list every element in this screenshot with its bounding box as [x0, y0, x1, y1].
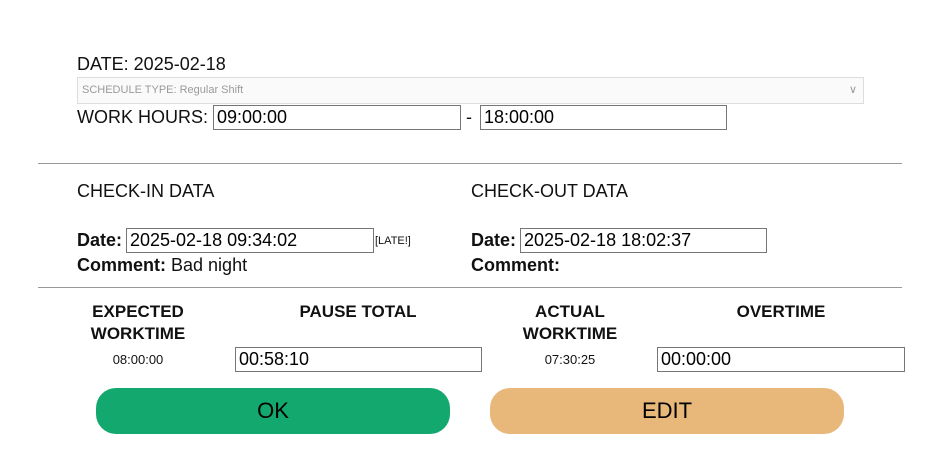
pause-total-input[interactable]	[235, 347, 482, 372]
chevron-down-icon: ∨	[848, 84, 857, 96]
checkout-date-label: Date:	[471, 230, 517, 250]
schedule-type-value: SCHEDULE TYPE: Regular Shift	[82, 84, 244, 96]
overtime-header: OVERTIME	[736, 302, 826, 321]
checkin-date-label: Date:	[77, 230, 123, 250]
divider	[38, 163, 902, 164]
overtime-input[interactable]	[657, 347, 905, 372]
edit-button[interactable]: EDIT	[490, 388, 844, 434]
checkin-comment-label: Comment:	[77, 255, 166, 275]
date-label: DATE: 2025-02-18	[77, 54, 226, 74]
checkin-comment-value: Bad night	[171, 255, 248, 275]
ok-button[interactable]: OK	[96, 388, 450, 434]
actual-worktime-value: 07:30:25	[544, 352, 596, 367]
pause-total-header: PAUSE TOTAL	[299, 302, 417, 321]
work-hours-end-input[interactable]	[480, 105, 727, 130]
checkout-date-input[interactable]	[520, 228, 767, 253]
work-hours-start-input[interactable]	[213, 105, 461, 130]
checkout-title: CHECK-OUT DATA	[471, 181, 629, 201]
work-hours-separator: -	[466, 107, 472, 127]
actual-worktime-header: ACTUAL WORKTIME	[522, 302, 618, 343]
checkin-title: CHECK-IN DATA	[77, 181, 215, 201]
checkout-comment-label: Comment:	[471, 255, 560, 275]
checkin-date-input[interactable]	[126, 228, 374, 253]
schedule-type-select[interactable]: SCHEDULE TYPE: Regular Shift ∨	[77, 77, 864, 104]
expected-worktime-value: 08:00:00	[112, 352, 164, 367]
divider	[38, 287, 902, 288]
late-badge: [LATE!]	[375, 235, 411, 247]
work-hours-label: WORK HOURS:	[77, 107, 209, 127]
expected-worktime-header: EXPECTED WORKTIME	[90, 302, 186, 343]
